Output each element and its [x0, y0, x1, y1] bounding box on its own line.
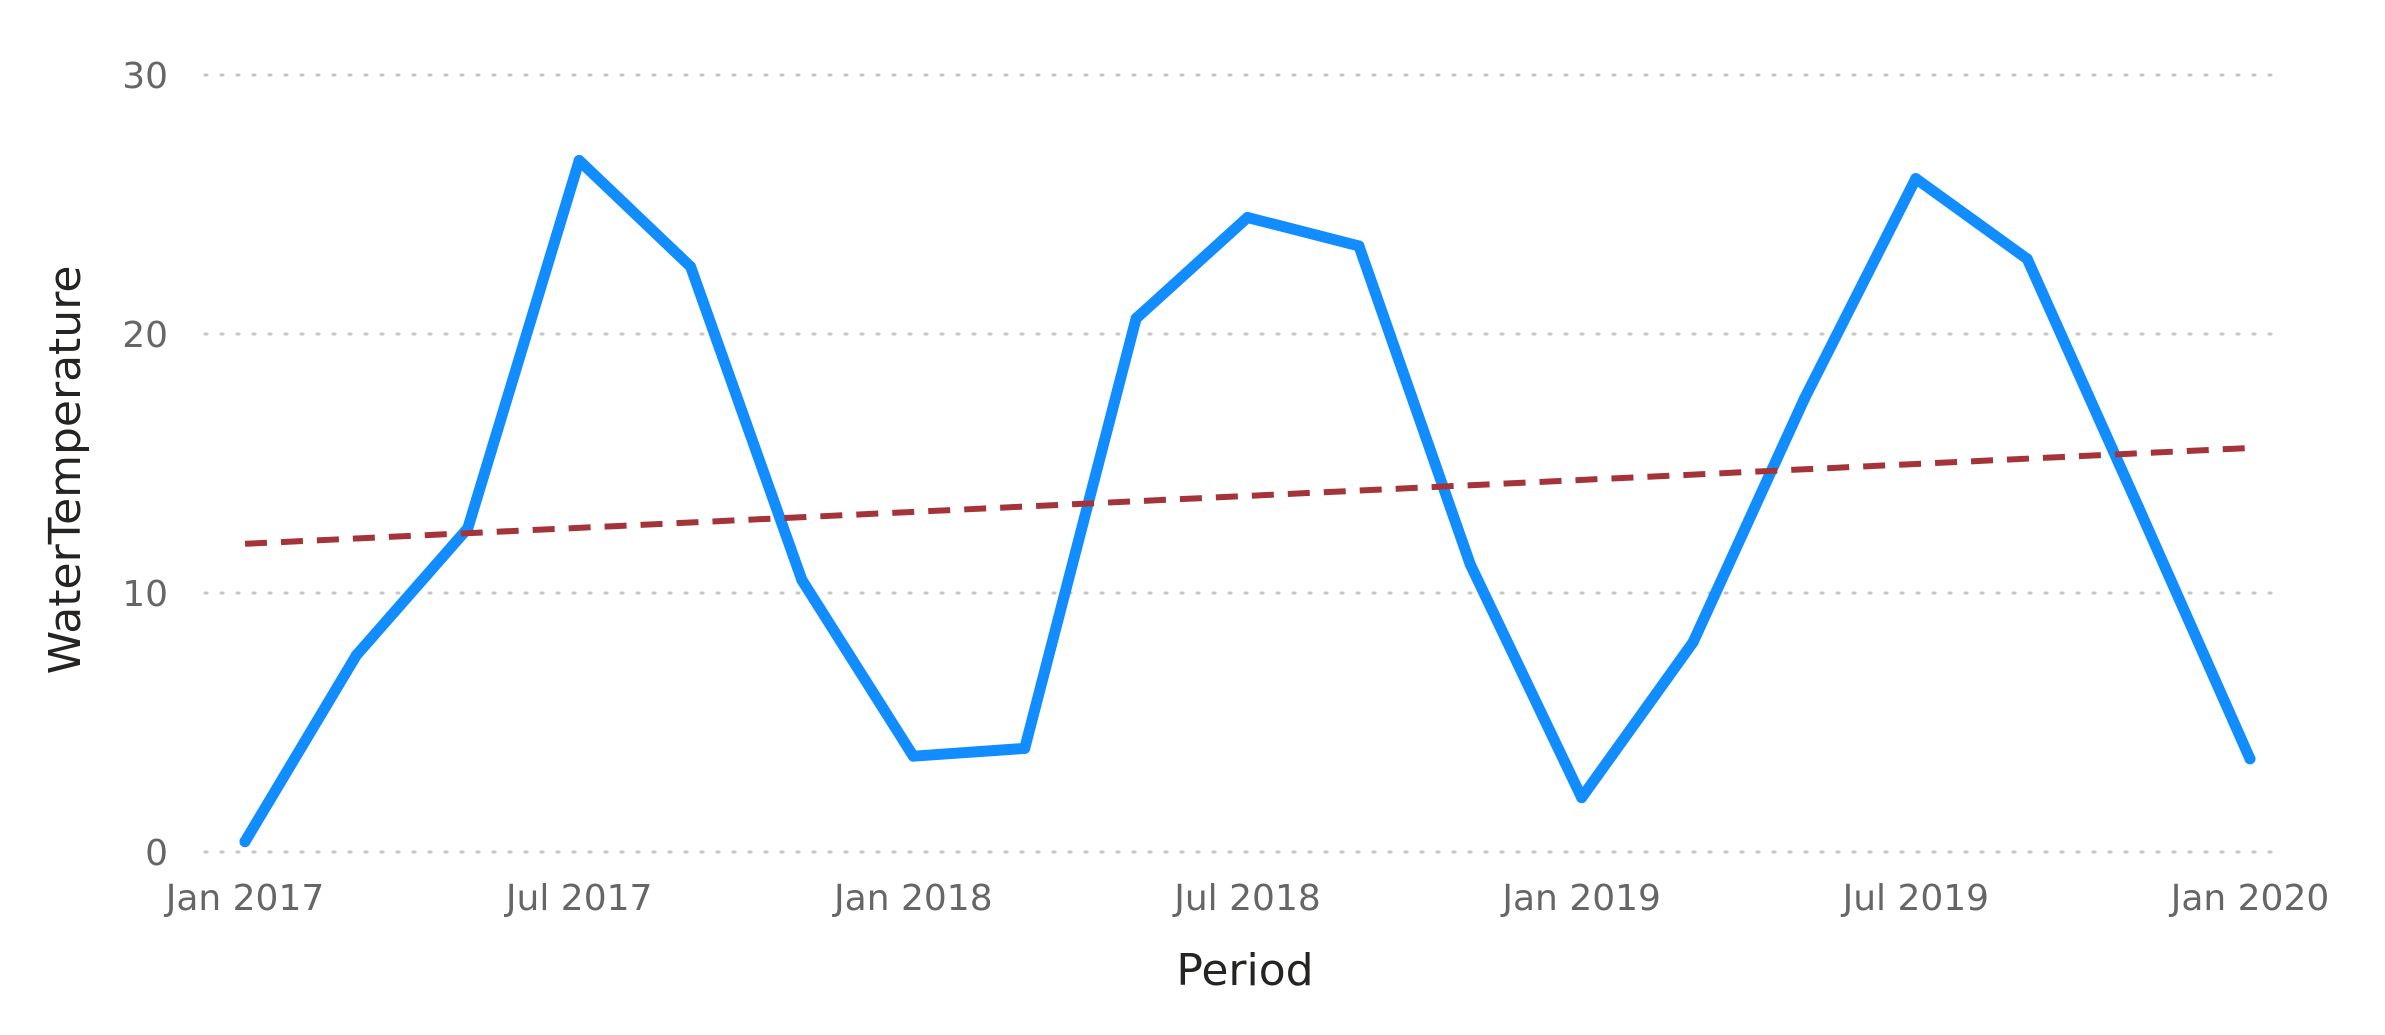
data-point: [796, 574, 808, 586]
series-lines: [239, 154, 2256, 848]
data-point: [1019, 742, 1031, 754]
x-tick-label: Jul 2018: [1172, 878, 1321, 919]
data-point: [2021, 253, 2033, 265]
data-point: [350, 649, 362, 661]
water-temperature-line: [239, 155, 2256, 848]
x-tick-label: Jan 2018: [832, 878, 993, 919]
y-axis-title: WaterTemperature: [40, 266, 91, 675]
data-point: [239, 836, 251, 848]
data-point: [1798, 393, 1810, 405]
x-tick-label: Jan 2017: [164, 878, 325, 919]
x-tick-label: Jul 2017: [504, 878, 653, 919]
y-axis-ticks: 0 10 20 30: [122, 56, 168, 874]
y-tick-label: 10: [122, 574, 168, 615]
data-point: [573, 154, 585, 166]
y-tick-label: 20: [122, 315, 168, 356]
x-tick-label: Jan 2019: [1500, 878, 1661, 919]
data-point: [685, 261, 697, 273]
data-point: [1353, 240, 1365, 252]
data-point: [1910, 173, 1922, 185]
x-tick-label: Jul 2019: [1841, 878, 1990, 919]
gridlines: [203, 73, 2287, 854]
data-point: [1130, 312, 1142, 324]
x-axis-ticks: Jan 2017 Jul 2017 Jan 2018 Jul 2018 Jan 2019…: [164, 878, 2330, 919]
y-tick-label: 0: [145, 833, 168, 874]
data-point: [1576, 792, 1588, 804]
data-point: [907, 750, 919, 762]
x-tick-label: Jan 2020: [2169, 878, 2330, 919]
y-tick-label: 30: [122, 56, 168, 97]
data-point: [1687, 636, 1699, 648]
trend-line: [244, 445, 2251, 547]
data-point: [2133, 502, 2145, 514]
data-point: [1464, 559, 1476, 571]
x-axis-title: Period: [1176, 945, 1313, 996]
data-point: [2244, 753, 2256, 765]
data-point: [1242, 211, 1253, 223]
